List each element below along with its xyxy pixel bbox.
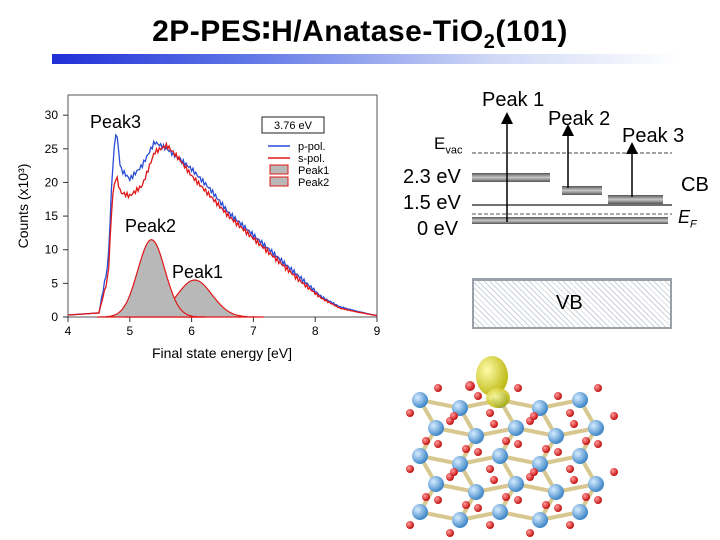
annotation-peak3: Peak3 [90, 112, 142, 132]
legend-swatch-peak2 [269, 176, 289, 187]
series-line-s-pol [67, 141, 378, 317]
y-tick-label: 30 [45, 108, 59, 122]
x-tick-label: 5 [126, 324, 133, 338]
anatase-structure-image [406, 356, 618, 537]
legend-swatch-peak1 [269, 164, 289, 175]
level-peak1 [472, 173, 550, 182]
y-tick-label: 15 [45, 209, 59, 223]
x-axis-label: Final state energy [eV] [152, 345, 292, 361]
ef-symbol: E [678, 207, 691, 227]
label-evac: Evac [434, 134, 462, 156]
x-tick-label: 4 [65, 324, 72, 338]
peak-area-2 [97, 238, 206, 318]
annotation-peak1: Peak1 [172, 262, 224, 282]
label-peak-2: Peak 2 [548, 108, 611, 130]
y-tick-label: 20 [45, 175, 59, 189]
series-line-p-pol [67, 133, 378, 317]
y-tick-label: 25 [45, 142, 59, 156]
title-end: (101) [495, 15, 568, 48]
y-tick-label: 0 [51, 310, 58, 324]
x-tick-label: 6 [188, 324, 195, 338]
legend-label-s-pol: s-pol. [298, 153, 325, 165]
label-0-ev: 0 eV [417, 218, 459, 240]
x-tick-label: 8 [312, 324, 319, 338]
legend-label-peak2: Peak2 [298, 177, 329, 189]
title-main: 2P-PES∶H/Anatase-TiO [152, 15, 484, 48]
level-peak3 [608, 195, 663, 204]
label-peak-3: Peak 3 [622, 125, 685, 147]
ef-subscript: F [690, 218, 697, 231]
level-peak2 [562, 186, 602, 195]
label-vb: VB [556, 292, 583, 314]
annotation-peak2: Peak2 [125, 216, 177, 236]
legend-label-p-pol: p-pol. [298, 141, 326, 153]
evac-symbol: E [434, 134, 446, 153]
slide-title: 2P-PES∶H/Anatase-TiO2(101) [0, 14, 720, 54]
x-tick-label: 7 [250, 324, 257, 338]
title-gradient-bar [52, 54, 680, 64]
legend: 3.76 eV p-pol. s-pol. Peak1 Peak2 [261, 116, 329, 189]
y-tick-label: 5 [51, 276, 58, 290]
x-tick-label: 9 [374, 324, 381, 338]
label-2-3-ev: 2.3 eV [403, 166, 461, 188]
energy-diagram [472, 112, 672, 224]
title-subscript: 2 [483, 31, 496, 53]
valence-band-box [472, 278, 672, 329]
legend-label-peak1: Peak1 [298, 165, 329, 177]
y-tick-label: 10 [45, 243, 59, 257]
label-peak-1: Peak 1 [482, 89, 545, 111]
legend-box-label: 3.76 eV [274, 120, 313, 132]
label-cb: CB [681, 174, 709, 196]
ef-level-band [472, 217, 668, 224]
label-ef: EF [678, 207, 697, 231]
y-axis-label: Counts (x10³) [15, 164, 31, 249]
label-1-5-ev: 1.5 eV [403, 192, 461, 214]
evac-subscript: vac [445, 144, 463, 157]
